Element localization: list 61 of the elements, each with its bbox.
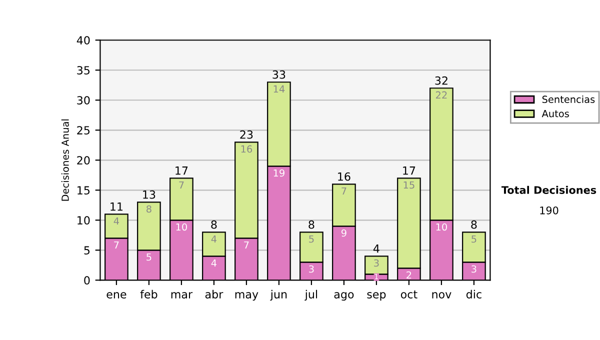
x-tick-label: ene xyxy=(106,292,126,298)
data-label: 14 xyxy=(274,85,285,93)
total-label: 32 xyxy=(435,76,448,85)
total-label: 33 xyxy=(272,70,286,79)
data-label: 3 xyxy=(472,265,476,273)
total-label: 23 xyxy=(240,130,253,139)
data-label: 7 xyxy=(114,241,119,249)
text: 190 xyxy=(540,206,558,214)
data-label: 19 xyxy=(274,169,284,177)
data-label: 4 xyxy=(114,217,119,225)
total-label: 17 xyxy=(403,166,416,175)
data-label: 5 xyxy=(472,235,476,243)
data-label: 15 xyxy=(404,181,414,189)
total-label: 17 xyxy=(176,166,188,175)
y-axis-title: Decisiones Anual xyxy=(61,119,69,201)
total-label: 8 xyxy=(471,220,477,229)
data-label: 22 xyxy=(436,91,447,99)
data-label: 10 xyxy=(176,223,187,231)
x-tick-label: feb xyxy=(140,290,158,298)
x-tick-label: may xyxy=(235,292,258,301)
x-tick-label: dic xyxy=(466,290,482,298)
x-tick-label: sep xyxy=(367,292,386,301)
data-label: 3 xyxy=(374,259,379,267)
data-label: 9 xyxy=(341,229,346,237)
data-label: 2 xyxy=(406,271,412,279)
y-tick-label: 0 xyxy=(84,276,90,285)
y-tick-label: 40 xyxy=(76,36,90,44)
x-tick-label: mar xyxy=(171,292,193,298)
data-label: 4 xyxy=(211,259,216,267)
x-tick-label: jul xyxy=(304,290,318,301)
data-label: 5 xyxy=(309,235,314,243)
y-tick-label: 20 xyxy=(77,156,90,165)
data-label: 7 xyxy=(179,181,184,189)
total-label: 13 xyxy=(143,190,156,199)
x-tick-label: ago xyxy=(334,292,354,301)
data-label: 3 xyxy=(309,265,314,273)
y-tick-label: 5 xyxy=(84,246,90,255)
legend-label: Autos xyxy=(542,110,569,118)
y-tick-label: 35 xyxy=(77,66,90,75)
data-label: 8 xyxy=(146,205,152,213)
x-tick-label: nov xyxy=(432,292,452,298)
total-label: 8 xyxy=(308,220,314,229)
total-label: 4 xyxy=(373,244,380,253)
total-label: 16 xyxy=(338,172,350,181)
total-label: 11 xyxy=(110,202,122,211)
y-tick-label: 25 xyxy=(77,126,90,135)
total-label: 8 xyxy=(211,220,217,229)
data-label: 4 xyxy=(211,235,216,243)
y-tick-label: 15 xyxy=(78,186,90,195)
x-tick-label: jun xyxy=(270,290,287,301)
y-tick-label: 10 xyxy=(78,216,90,225)
x-tick-label: oct xyxy=(400,290,418,298)
data-label: 10 xyxy=(436,223,447,231)
data-label: 7 xyxy=(342,187,346,195)
legend-label: Sentencias xyxy=(542,95,595,104)
data-label: 16 xyxy=(241,145,252,153)
x-tick-label: abr xyxy=(205,290,224,298)
data-label: 5 xyxy=(146,253,152,261)
y-tick-label: 30 xyxy=(77,96,90,105)
data-label: 7 xyxy=(244,241,249,249)
text: Total Decisiones xyxy=(501,186,596,194)
